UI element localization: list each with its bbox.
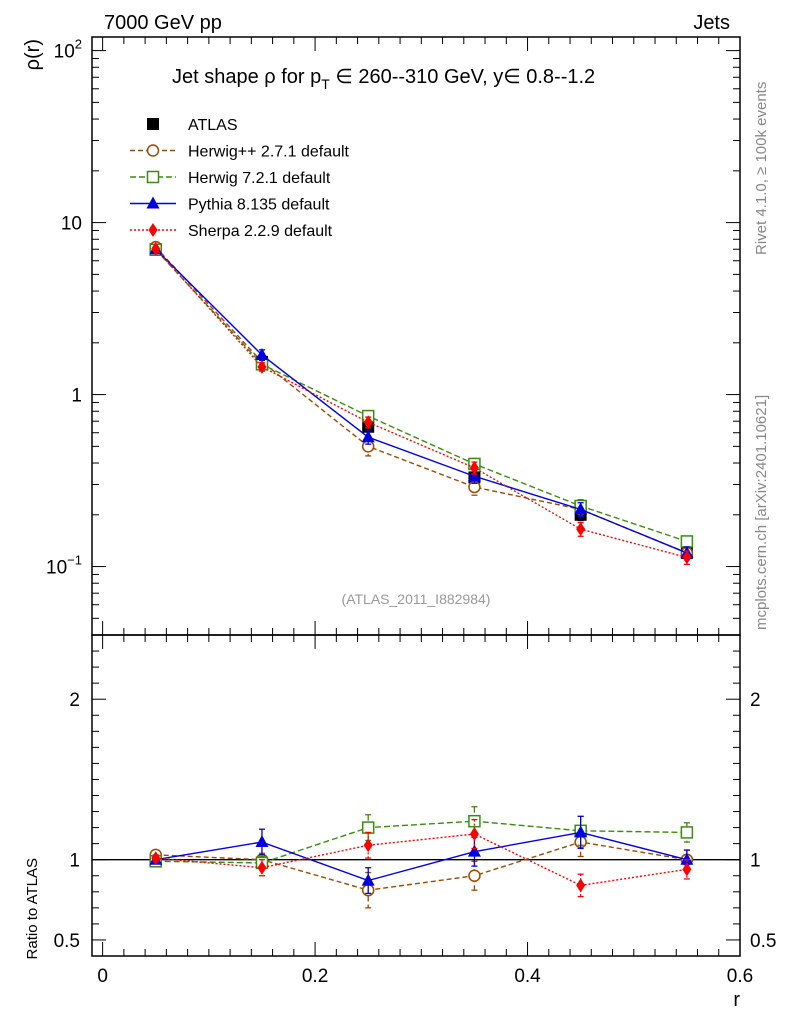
ratio-point-sherpa (682, 862, 692, 877)
legend-marker-herwig7 (146, 170, 160, 184)
ratio-point-pythia (680, 852, 694, 865)
ratio-point-pythia (255, 835, 269, 848)
main-series-sherpa (151, 241, 692, 566)
plot-title: Jet shape ρ for pT ∈ 260--310 GeV, y∈ 0.… (172, 66, 595, 92)
ratio-point-sherpa (576, 878, 586, 893)
main-point-pythia (361, 430, 375, 443)
ratio-series-pythia (149, 815, 694, 895)
legend-marker-pythia (146, 196, 160, 209)
x-axis-label: r (733, 989, 740, 1011)
ratio-line-herwigpp (155, 841, 688, 891)
axis-ticks: 10−1 1 10 102 0 0.2 0.4 0.6 0.5 0.5 1 1 2 2 (46, 37, 776, 987)
main-series-pythia (149, 242, 694, 561)
ratio-y-tick-label-right: 1 (750, 851, 761, 872)
plot-title-sub: T (321, 76, 330, 92)
ratio-line-pythia (155, 831, 688, 882)
legend: ATLAS Herwig++ 2.7.1 default Herwig 7.2.1 … (130, 117, 350, 240)
main-line-sherpa (155, 248, 688, 559)
main-point-herwig7 (680, 535, 694, 548)
ratio-frame (91, 634, 741, 957)
mcplots-label: mcplots.cern.ch [arXiv:2401.10621] (753, 395, 770, 630)
main-y-axis-label: ρ(r) (22, 39, 44, 70)
legend-marker-herwigpp (146, 144, 160, 157)
plot-title-suffix: ∈ 260--310 GeV, y∈ 0.8--1.2 (330, 66, 595, 88)
x-tick-label: 0 (97, 966, 108, 987)
legend-label-pythia: Pythia 8.135 default (188, 197, 330, 214)
ratio-point-pythia (574, 825, 588, 838)
x-tick-label: 0.2 (302, 966, 328, 987)
ratio-point-herwig7 (361, 821, 375, 834)
main-y-tick-label: 10−1 (46, 553, 82, 579)
ratio-y-tick-label: 2 (69, 690, 80, 711)
main-series-herwigpp (149, 240, 694, 561)
ratio-y-axis-label: Ratio to ATLAS (24, 858, 41, 959)
main-y-tick-label: 10 (61, 214, 82, 235)
main-point-pythia (255, 347, 269, 360)
main-series-group (149, 240, 694, 566)
main-y-tick-label: 102 (54, 37, 82, 63)
ratio-y-tick-label-right: 0.5 (750, 931, 776, 952)
ratio-point-pythia (361, 873, 375, 886)
legend-marker-sherpa (148, 223, 158, 237)
main-series-herwig7 (149, 243, 694, 548)
main-line-herwigpp (155, 246, 688, 554)
main-point-sherpa (257, 359, 267, 374)
ratio-y-tick-label-right: 2 (750, 690, 761, 711)
ratio-point-sherpa (363, 838, 373, 853)
main-point-sherpa (363, 415, 373, 430)
rivet-version-label: Rivet 4.1.0, ≥ 100k events (753, 82, 770, 255)
x-tick-label: 0.6 (727, 966, 753, 987)
ratio-y-tick-label: 0.5 (54, 931, 80, 952)
plot-title-prefix: Jet shape ρ for p (172, 66, 321, 88)
main-series-atlas (149, 243, 693, 559)
header-right: Jets (693, 12, 730, 34)
main-y-tick-label: 1 (71, 386, 82, 407)
ratio-point-sherpa (469, 827, 479, 842)
legend-label-atlas: ATLAS (188, 117, 238, 134)
main-line-herwig7 (155, 249, 688, 543)
ratio-point-sherpa (257, 860, 267, 875)
analysis-label: (ATLAS_2011_I882984) (342, 591, 491, 607)
legend-label-herwig7: Herwig 7.2.1 default (188, 170, 331, 187)
ratio-point-herwig7 (680, 826, 694, 839)
main-line-pythia (155, 248, 688, 554)
legend-marker-atlas (147, 118, 159, 130)
main-point-sherpa (151, 241, 161, 256)
main-point-sherpa (682, 550, 692, 565)
main-point-pythia (574, 502, 588, 515)
ratio-point-pythia (467, 844, 481, 857)
main-point-sherpa (469, 460, 479, 475)
ratio-line-herwig7 (155, 820, 687, 864)
ratio-point-herwigpp (468, 869, 481, 882)
ratio-line-sherpa (155, 833, 687, 887)
legend-label-herwigpp: Herwig++ 2.7.1 default (188, 144, 350, 161)
ratio-series-group (149, 806, 694, 909)
ratio-point-sherpa (151, 851, 161, 866)
ratio-series-sherpa (151, 818, 692, 898)
main-point-sherpa (576, 522, 586, 537)
main-point-pythia (467, 469, 481, 482)
x-tick-label: 0.4 (514, 966, 541, 987)
legend-label-sherpa: Sherpa 2.2.9 default (188, 223, 333, 240)
header-left: 7000 GeV pp (104, 12, 222, 34)
ratio-y-tick-label: 1 (69, 851, 80, 872)
